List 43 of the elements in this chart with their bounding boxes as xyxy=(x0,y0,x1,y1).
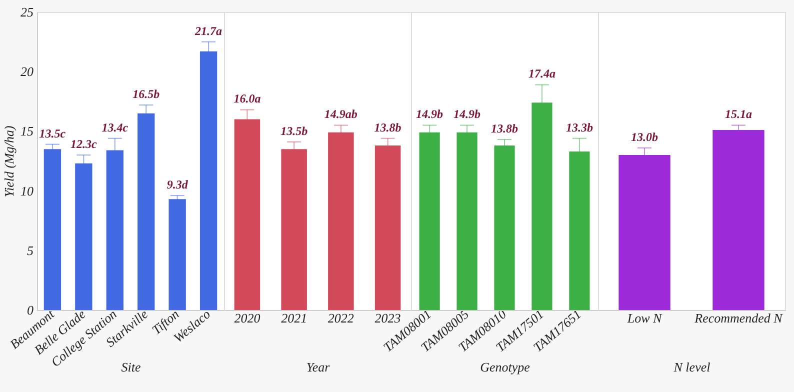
bar xyxy=(44,149,62,310)
data-label: 12.3c xyxy=(70,137,98,152)
bar xyxy=(569,151,590,310)
x-axis-title: N level xyxy=(672,360,711,374)
data-label: 16.5b xyxy=(132,86,160,101)
data-label: 21.7a xyxy=(194,24,222,38)
bar xyxy=(419,132,440,310)
x-axis-title: Site xyxy=(121,360,141,374)
x-tick-label: Recommended N xyxy=(694,310,784,326)
x-tick-label: Low N xyxy=(626,310,663,326)
bar xyxy=(138,113,155,310)
data-label: 17.4a xyxy=(528,66,556,81)
data-label: 14.9b xyxy=(454,107,481,122)
data-label: 14.9b xyxy=(416,107,444,122)
y-axis-title: Yield (Mg/ha) xyxy=(2,126,16,198)
bar xyxy=(75,163,92,310)
data-label: 13.8b xyxy=(374,120,402,134)
bar xyxy=(456,132,478,310)
bar xyxy=(200,51,218,310)
y-tick-label: 5 xyxy=(27,242,34,258)
data-label: 9.3d xyxy=(166,178,189,192)
x-tick-label: 2020 xyxy=(234,310,261,326)
x-axis-title: Genotype xyxy=(480,360,530,374)
y-tick-label: 25 xyxy=(20,4,34,20)
data-label: 15.1a xyxy=(724,107,752,122)
bar xyxy=(532,102,552,310)
data-label: 13.8b xyxy=(491,122,518,136)
data-label: 16.0a xyxy=(234,92,261,106)
y-tick-label: 20 xyxy=(20,64,34,80)
x-axis-title: Year xyxy=(306,360,331,374)
data-label: 13.4c xyxy=(102,120,129,134)
bar xyxy=(168,199,186,310)
data-label: 13.5c xyxy=(39,126,66,140)
bar xyxy=(106,150,124,310)
data-label: 13.5b xyxy=(280,124,308,138)
x-tick-label: 2021 xyxy=(281,310,308,326)
bar xyxy=(494,146,515,310)
data-label: 13.3b xyxy=(566,120,593,134)
data-label: 13.0b xyxy=(631,130,658,144)
y-tick-label: 15 xyxy=(20,124,34,139)
y-tick-label: 10 xyxy=(20,183,34,198)
x-tick-label: 2022 xyxy=(328,310,354,326)
data-label: 14.9ab xyxy=(324,107,358,122)
